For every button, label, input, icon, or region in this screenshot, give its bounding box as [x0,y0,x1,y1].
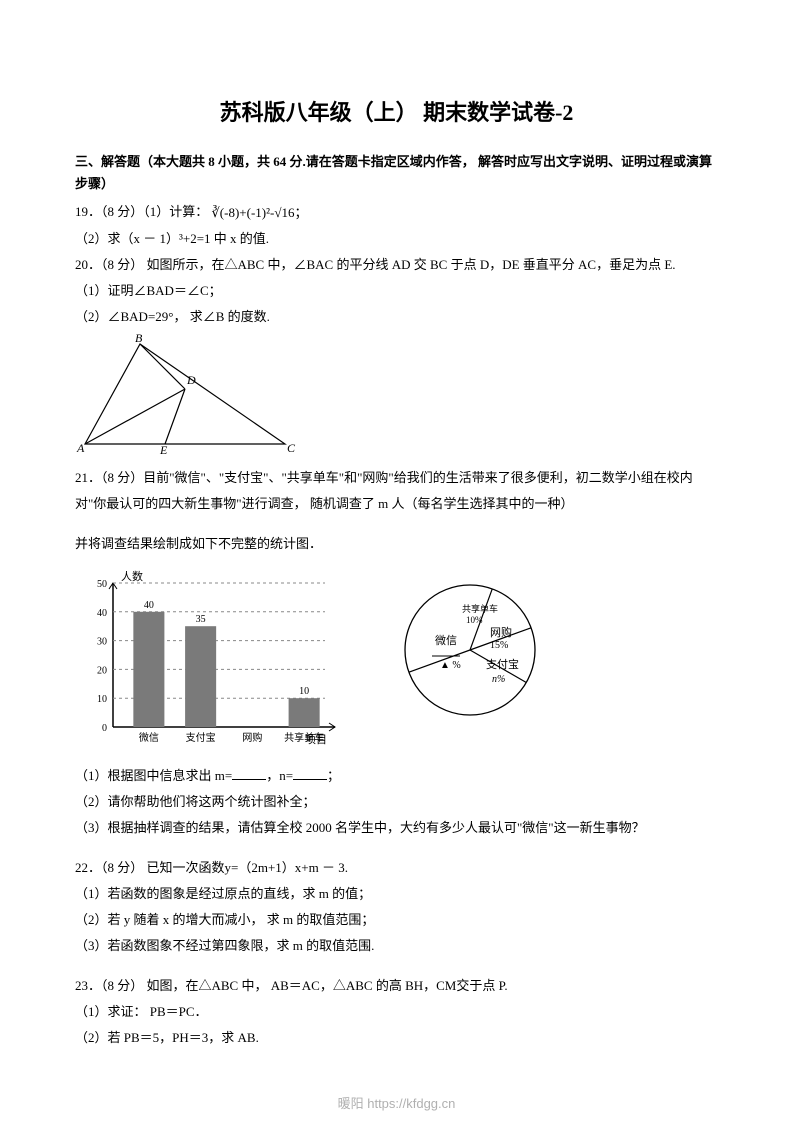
q19-line1: 19．（8 分）（1）计算： ∛(-8)+(-1)²-√16； [75,199,718,226]
svg-text:共享单车: 共享单车 [462,603,498,614]
q22-line3: （2）若 y 随着 x 的增大而减小， 求 m 的取值范围； [75,907,718,933]
lbl-E: E [159,443,168,454]
q23-line2: （1）求证： PB＝PC． [75,999,718,1025]
q22-line1: 22．（8 分） 已知一次函数y=（2m+1）x+m － 3. [75,855,718,881]
svg-text:35: 35 [196,614,206,625]
tri-ABC [85,344,285,444]
q23-line3: （2）若 PB＝5，PH＝3，求 AB. [75,1025,718,1051]
q19-line2: （2）求（x － 1）³+2=1 中 x 的值. [75,226,718,252]
q20-line1: 20．（8 分） 如图所示，在△ABC 中，∠BAC 的平分线 AD 交 BC … [75,252,718,278]
section-header: 三、解答题（本大题共 8 小题，共 64 分.请在答题卡指定区域内作答， 解答时… [75,151,718,195]
f-sqrt: -√16 [270,205,294,220]
q22-line4: （3）若函数图象不经过第四象限，求 m 的取值范围. [75,933,718,959]
svg-text:共享单车: 共享单车 [284,731,324,744]
svg-text:10: 10 [299,686,309,697]
svg-text:网购: 网购 [490,625,512,639]
bar-chart: 01020304050人数项目40微信35支付宝网购10共享单车 [75,565,345,755]
pie-svg: 微信 ▲ % 支付宝 n% 网购15% 共享单车10% [385,565,555,735]
svg-text:n%: n% [492,674,505,685]
seg-ED [165,389,185,444]
svg-text:10: 10 [97,694,107,705]
svg-text:30: 30 [97,637,107,648]
charts-row: 01020304050人数项目40微信35支付宝网购10共享单车 微信▲ %支付… [75,565,718,755]
q19-prefix: 19．（8 分）（1）计算： [75,204,208,219]
triangle-svg: A B C D E [75,334,300,454]
q23-line1: 23．（8 分） 如图，在△ABC 中， AB＝AC，△ABC 的高 BH，CM… [75,973,718,999]
pie-chart: 微信 ▲ % 支付宝 n% 网购15% 共享单车10% [385,565,555,735]
q21-sub1a: （1）根据图中信息求出 m= [75,768,232,783]
svg-text:15%: 15% [490,640,508,651]
watermark: 暖阳 https://kfdgg.cn [0,1093,793,1112]
q21-sub1: （1）根据图中信息求出 m= ，n= ； [75,763,718,789]
lbl-D: D [186,373,196,387]
q20-line3: （2）∠BAD=29°， 求∠B 的度数. [75,304,718,330]
svg-text:支付宝: 支付宝 [186,731,216,744]
q21-line2: 并将调查结果绘制成如下不完整的统计图． [75,531,718,557]
svg-text:20: 20 [97,665,107,676]
q20-line2: （1）证明∠BAD＝∠C； [75,278,718,304]
lbl-C: C [287,441,296,454]
svg-text:人数: 人数 [121,570,143,583]
blank-n [293,767,327,780]
svg-text:支付宝: 支付宝 [486,657,519,671]
q21-sub1c: ； [327,768,340,783]
seg-BD [140,344,185,389]
svg-text:40: 40 [97,608,107,619]
triangle-diagram: A B C D E [75,334,718,459]
q22-line2: （1）若函数的图象是经过原点的直线，求 m 的值； [75,881,718,907]
q21-line1: 21．（8 分）目前"微信"、"支付宝"、"共享单车"和"网购"给我们的生活带来… [75,465,718,517]
svg-text:0: 0 [102,723,107,734]
f-sq: +(-1)² [239,205,270,220]
svg-text:▲ %: ▲ % [440,660,461,671]
bar-svg: 01020304050人数项目40微信35支付宝网购10共享单车 [75,565,345,755]
lbl-A: A [76,441,85,454]
svg-text:40: 40 [144,600,154,611]
f-cbrt: ∛(-8) [212,205,240,220]
q19-formula: ∛(-8)+(-1)²-√16； [212,200,308,226]
q21-sub1b: ，n= [266,768,293,783]
q21-sub2: （2）请你帮助他们将这两个统计图补全； [75,789,718,815]
q21-sub3: （3）根据抽样调查的结果，请估算全校 2000 名学生中，大约有多少人最认可"微… [75,815,718,841]
svg-text:微信: 微信 [139,731,159,744]
lbl-B: B [135,334,143,345]
blank-m [232,767,266,780]
svg-text:网购: 网购 [242,731,262,744]
svg-text:10%: 10% [466,615,483,625]
svg-text:50: 50 [97,579,107,590]
page-title: 苏科版八年级（上） 期末数学试卷-2 [75,95,718,127]
svg-text:微信: 微信 [435,633,457,647]
